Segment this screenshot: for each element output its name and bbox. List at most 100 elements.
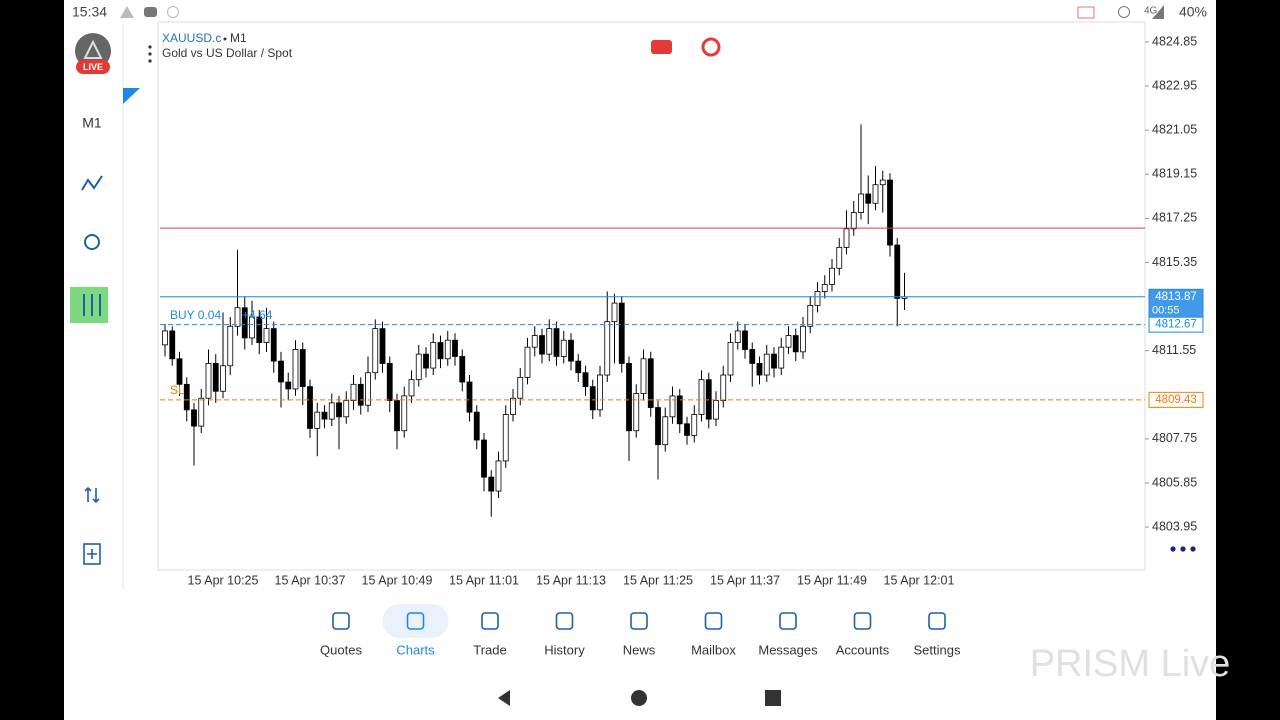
menu-dot[interactable] bbox=[148, 59, 152, 63]
one-click-trading[interactable] bbox=[123, 88, 140, 104]
y-tick-label: 4824.85 bbox=[1152, 34, 1197, 48]
bar-countdown: 00:55 bbox=[1152, 305, 1180, 317]
more-dot[interactable] bbox=[1170, 546, 1176, 552]
candle-body bbox=[350, 383, 357, 401]
chart-symbol: XAUUSD.c bbox=[162, 31, 221, 45]
nav-icon[interactable] bbox=[555, 612, 574, 630]
nav-label[interactable]: Settings bbox=[914, 642, 961, 657]
candle-body bbox=[401, 395, 408, 432]
more-dot[interactable] bbox=[1190, 546, 1196, 552]
candle-body bbox=[357, 383, 364, 406]
x-tick-label: 15 Apr 10:37 bbox=[275, 573, 346, 587]
candle-body bbox=[212, 363, 219, 392]
candle-body bbox=[473, 411, 480, 441]
candle-body bbox=[241, 307, 248, 339]
candle-body bbox=[669, 395, 676, 418]
candle-body bbox=[626, 363, 632, 432]
y-tick-label: 4817.25 bbox=[1152, 211, 1197, 225]
candle-body bbox=[379, 328, 386, 364]
timeframe-button[interactable]: M1 bbox=[82, 115, 102, 131]
nav-icon[interactable] bbox=[928, 612, 946, 630]
nav-highlight bbox=[382, 604, 449, 638]
nav-icon[interactable] bbox=[630, 612, 648, 630]
timer-icon[interactable] bbox=[701, 37, 721, 57]
candle-body bbox=[169, 330, 176, 360]
status-icon bbox=[144, 7, 157, 17]
candle-body bbox=[220, 365, 226, 392]
android-home[interactable] bbox=[631, 690, 647, 706]
candle-body bbox=[756, 363, 763, 376]
nav-icon[interactable] bbox=[332, 612, 350, 630]
candle-body bbox=[191, 409, 197, 427]
nav-label[interactable]: Trade bbox=[473, 642, 506, 657]
candle-body bbox=[778, 346, 785, 369]
order-label[interactable]: BUY 0.04 bbox=[170, 308, 221, 322]
candle-body bbox=[568, 339, 574, 362]
nav-label[interactable]: News bbox=[623, 642, 656, 657]
status-network: 4G bbox=[1144, 6, 1158, 17]
x-tick-label: 15 Apr 11:01 bbox=[449, 573, 519, 587]
candle-body bbox=[749, 349, 756, 364]
order-label[interactable]: SL bbox=[170, 383, 185, 397]
candle-body bbox=[727, 342, 734, 376]
candle-body bbox=[321, 411, 328, 420]
objects-button[interactable] bbox=[84, 234, 100, 250]
candle-body bbox=[343, 400, 350, 418]
trade-button[interactable] bbox=[84, 486, 100, 504]
indicators-button[interactable] bbox=[81, 175, 103, 191]
candle-body bbox=[430, 342, 437, 369]
candle-body bbox=[843, 228, 850, 248]
candle-body bbox=[386, 363, 393, 401]
nav-label[interactable]: Messages bbox=[758, 642, 818, 657]
candle-body bbox=[785, 335, 792, 348]
nav-icon[interactable] bbox=[704, 612, 723, 630]
x-tick-label: 15 Apr 11:13 bbox=[536, 573, 606, 587]
candle-body bbox=[466, 381, 473, 413]
menu-dot[interactable] bbox=[148, 52, 152, 56]
candle-body bbox=[618, 302, 625, 364]
candle-body bbox=[278, 360, 284, 383]
candle-body bbox=[227, 325, 234, 367]
record-icon[interactable] bbox=[651, 40, 672, 54]
candle-body bbox=[662, 416, 669, 446]
nav-icon[interactable] bbox=[406, 612, 425, 630]
candle-body bbox=[444, 339, 451, 360]
settings-icon bbox=[83, 294, 101, 316]
separator bbox=[223, 37, 227, 41]
status-signal bbox=[1152, 5, 1164, 19]
candle-body bbox=[270, 328, 277, 362]
nav-label[interactable]: Mailbox bbox=[691, 642, 736, 657]
candle-body bbox=[814, 291, 821, 306]
candle-body bbox=[481, 439, 487, 478]
nav-label[interactable]: Accounts bbox=[836, 642, 890, 657]
more-dot[interactable] bbox=[1180, 546, 1186, 552]
nav-label[interactable]: Charts bbox=[396, 642, 435, 657]
y-tick-label: 4807.75 bbox=[1152, 431, 1197, 445]
price-tag-label: 4813.87 bbox=[1155, 291, 1197, 303]
candle-body bbox=[234, 307, 241, 327]
nav-icon[interactable] bbox=[481, 612, 499, 630]
nav-label[interactable]: History bbox=[544, 642, 585, 657]
candle-body bbox=[850, 212, 857, 230]
new-order-icon bbox=[87, 549, 97, 559]
candle-body bbox=[720, 374, 727, 401]
candle-body bbox=[459, 356, 466, 383]
android-back[interactable] bbox=[498, 690, 510, 706]
android-recents[interactable] bbox=[765, 690, 781, 706]
y-tick-label: 4822.95 bbox=[1152, 78, 1197, 92]
settings-button[interactable] bbox=[70, 287, 108, 323]
status-icon bbox=[1077, 6, 1095, 19]
nav-icon[interactable] bbox=[779, 612, 797, 630]
candle-body bbox=[763, 353, 770, 376]
candle-body bbox=[546, 328, 553, 355]
candle-body bbox=[894, 244, 901, 299]
new-order-button[interactable] bbox=[83, 543, 101, 565]
menu-dot[interactable] bbox=[148, 45, 152, 49]
candle-body bbox=[640, 358, 647, 395]
x-tick-label: 15 Apr 11:37 bbox=[710, 573, 780, 587]
nav-icon[interactable] bbox=[853, 612, 872, 630]
candle-body bbox=[314, 411, 321, 429]
nav-label[interactable]: Quotes bbox=[320, 642, 362, 657]
candle-body bbox=[372, 328, 379, 374]
